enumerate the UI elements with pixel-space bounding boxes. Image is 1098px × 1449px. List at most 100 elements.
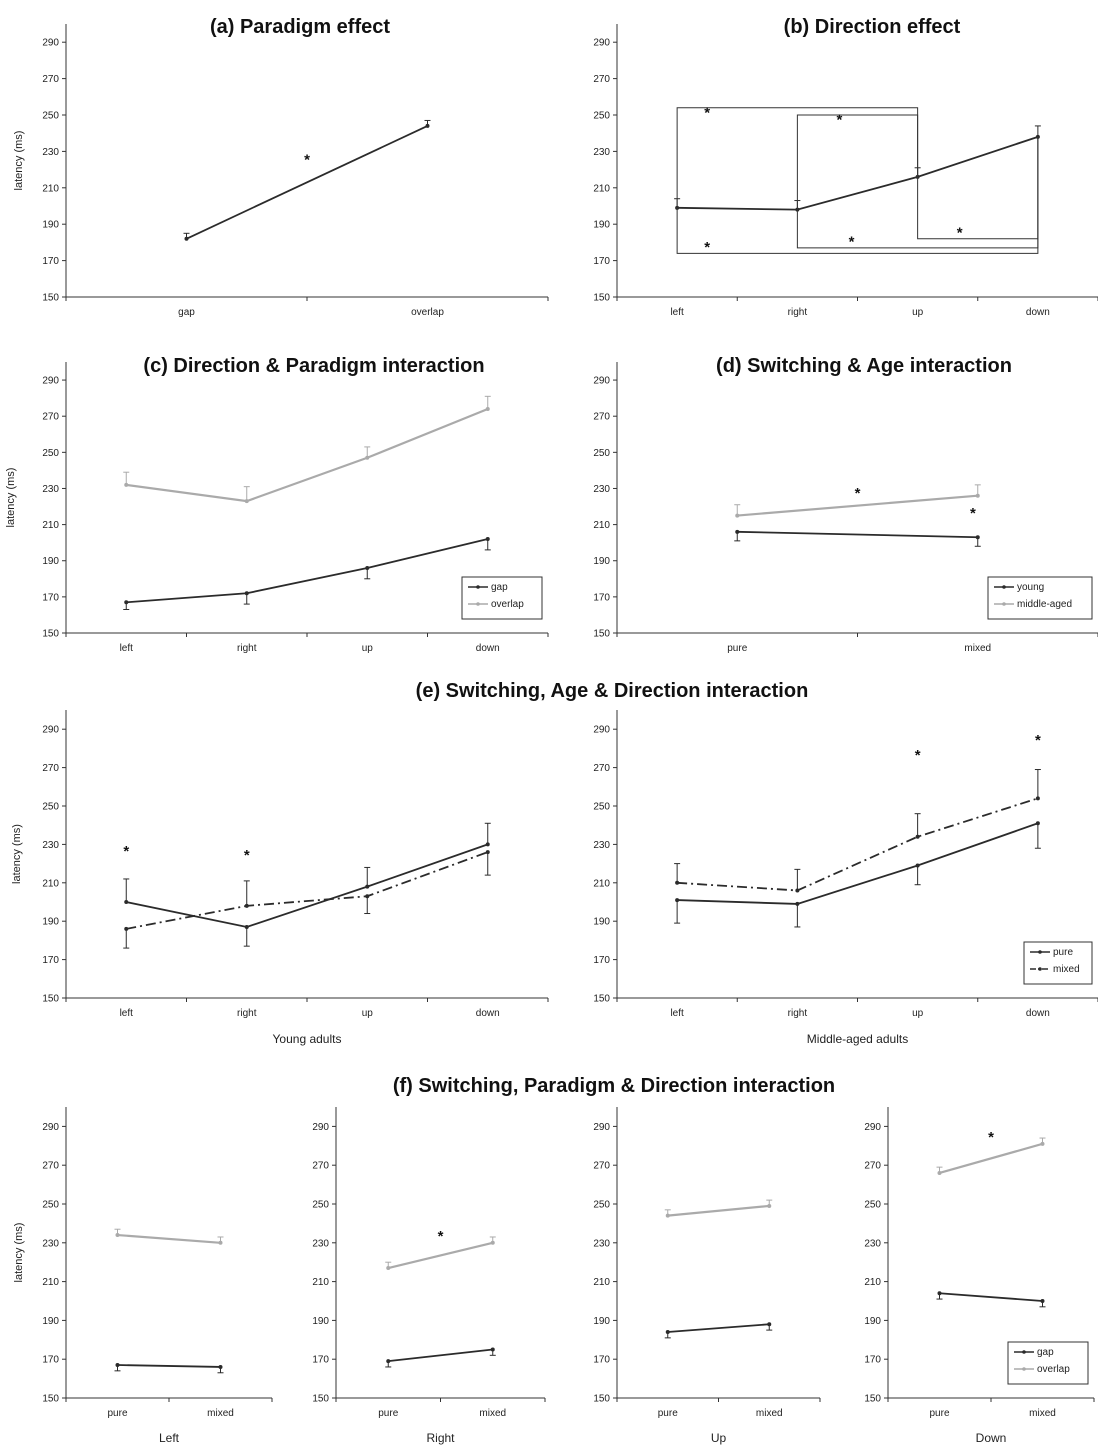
y-tick-label: 250 <box>593 802 610 813</box>
panel-c: 150 170 190 210 230 250 270 290 left right up down (… <box>5 355 549 654</box>
x-tick-label: pure <box>727 643 747 654</box>
y-tick-label: 190 <box>42 917 59 928</box>
panel-b: 150 170 190 210 230 250 270 290 left right up down (… <box>593 16 1098 318</box>
y-tick-label: 210 <box>42 520 59 531</box>
legend-marker <box>1022 1350 1026 1354</box>
y-tick-label: 190 <box>864 1316 881 1327</box>
section-title-f: (f) Switching, Paradigm & Direction inte… <box>393 1075 835 1097</box>
y-tick-label: 270 <box>593 1161 610 1172</box>
y-tick-label: 170 <box>42 256 59 267</box>
chart-title: (c) Direction & Paradigm interaction <box>143 355 484 377</box>
x-tick-label: gap <box>178 307 195 318</box>
x-tick-label: mixed <box>1029 1408 1056 1419</box>
x-tick-label: mixed <box>207 1408 234 1419</box>
y-tick-label: 210 <box>593 1277 610 1288</box>
series-line-overlap <box>126 407 489 503</box>
significance-star: * <box>704 104 710 121</box>
legend-marker <box>476 602 480 606</box>
y-axis-label: latency (ms) <box>5 468 17 528</box>
y-tick-label: 290 <box>593 38 610 49</box>
panel-a: 150 170 190 210 230 250 270 290 gap overlap (a) Pa… <box>13 16 549 318</box>
x-tick-label: overlap <box>411 307 444 318</box>
x-tick-label: up <box>362 1008 374 1019</box>
y-tick-label: 210 <box>593 183 610 194</box>
y-tick-label: 170 <box>42 592 59 603</box>
y-tick-label: 230 <box>42 147 59 158</box>
panel-e2: 150 170 190 210 230 250 270 290 left right up down M… <box>593 710 1098 1046</box>
y-tick-label: 170 <box>593 955 610 966</box>
panel-e1: 150 170 190 210 230 250 270 290 left right up down l… <box>11 710 549 1046</box>
y-tick-label: 250 <box>42 1200 59 1211</box>
x-tick-label: pure <box>378 1408 398 1419</box>
x-tick-label: up <box>362 643 374 654</box>
legend-marker <box>1038 950 1042 954</box>
y-tick-label: 150 <box>42 293 59 304</box>
y-tick-label: 270 <box>42 1161 59 1172</box>
y-tick-label: 290 <box>864 1122 881 1133</box>
y-tick-label: 250 <box>593 111 610 122</box>
x-axis-label: Middle-aged adults <box>807 1032 908 1046</box>
x-tick-label: down <box>1026 1008 1050 1019</box>
y-tick-label: 250 <box>42 111 59 122</box>
y-tick-label: 230 <box>593 484 610 495</box>
x-tick-label: up <box>912 307 924 318</box>
y-tick-label: 210 <box>593 520 610 531</box>
y-tick-label: 270 <box>312 1161 329 1172</box>
x-tick-label: pure <box>107 1408 127 1419</box>
y-tick-label: 250 <box>864 1200 881 1211</box>
significance-bracket <box>917 136 1039 240</box>
y-tick-label: 190 <box>593 556 610 567</box>
x-tick-label: left <box>120 643 134 654</box>
y-tick-label: 170 <box>864 1355 881 1366</box>
series-line-overlap <box>939 1142 1043 1175</box>
y-tick-label: 290 <box>42 38 59 49</box>
y-tick-label: 150 <box>42 629 59 640</box>
y-tick-label: 290 <box>42 376 59 387</box>
y-tick-label: 210 <box>42 183 59 194</box>
significance-star: * <box>837 112 843 129</box>
y-tick-label: 150 <box>864 1394 881 1405</box>
y-tick-label: 230 <box>42 840 59 851</box>
y-tick-label: 170 <box>312 1355 329 1366</box>
y-tick-label: 150 <box>593 629 610 640</box>
x-tick-label: up <box>912 1008 924 1019</box>
y-tick-label: 230 <box>593 147 610 158</box>
significance-star: * <box>1035 732 1041 749</box>
y-tick-label: 190 <box>593 220 610 231</box>
x-axis-label: Down <box>976 1431 1007 1445</box>
y-tick-label: 270 <box>42 763 59 774</box>
y-tick-label: 230 <box>312 1238 329 1249</box>
x-tick-label: pure <box>658 1408 678 1419</box>
series-line-pure <box>677 822 1039 905</box>
x-tick-label: mixed <box>756 1408 783 1419</box>
y-tick-label: 150 <box>593 994 610 1005</box>
legend-label: gap <box>1037 1347 1054 1358</box>
legend-label: pure <box>1053 947 1073 958</box>
y-tick-label: 150 <box>593 293 610 304</box>
legend-marker <box>1038 967 1042 971</box>
series-line-young <box>737 530 978 539</box>
y-tick-label: 290 <box>312 1122 329 1133</box>
series-line-overlap <box>387 1241 494 1270</box>
legend-label: gap <box>491 582 508 593</box>
legend-marker <box>476 585 480 589</box>
y-tick-label: 210 <box>42 1277 59 1288</box>
y-tick-label: 250 <box>42 448 59 459</box>
series-line-middle-aged <box>737 494 978 517</box>
y-tick-label: 270 <box>864 1161 881 1172</box>
y-tick-label: 290 <box>42 1122 59 1133</box>
x-tick-label: right <box>237 1008 257 1019</box>
series-line-gap <box>388 1348 493 1363</box>
y-tick-label: 210 <box>312 1277 329 1288</box>
significance-bracket <box>796 114 919 210</box>
series-line-pure <box>126 843 489 928</box>
y-tick-label: 190 <box>42 556 59 567</box>
significance-star: * <box>957 224 963 241</box>
series-line-mixed <box>677 797 1039 892</box>
y-tick-label: 270 <box>42 412 59 423</box>
significance-star: * <box>244 847 250 864</box>
significance-star: * <box>849 234 855 251</box>
y-tick-label: 270 <box>593 763 610 774</box>
panel-f4: 150 170 190 210 230 250 270 290 pure mixed Down * ga… <box>864 1107 1095 1445</box>
y-axis-label: latency (ms) <box>11 824 23 884</box>
